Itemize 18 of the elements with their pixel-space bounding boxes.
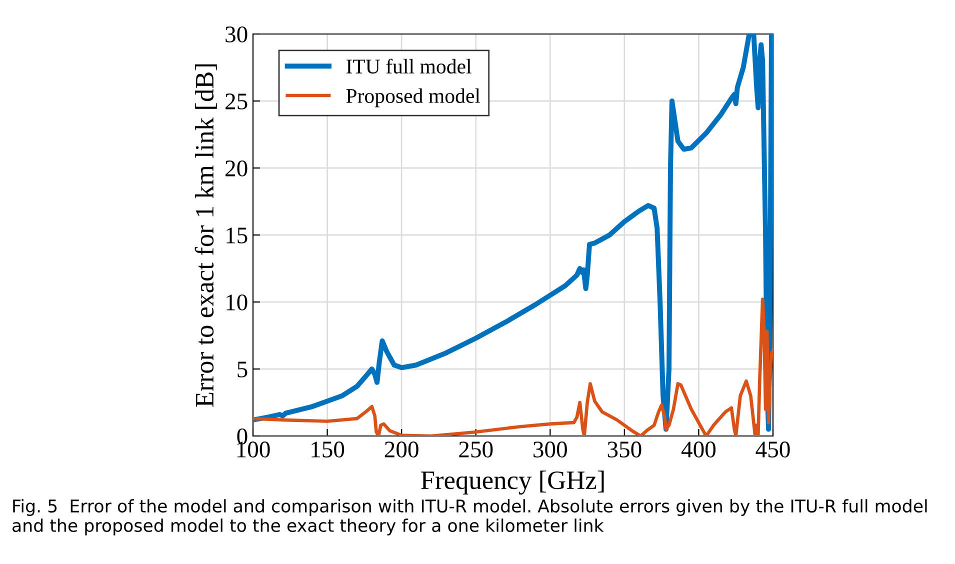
- x-tick-label: 150: [312, 442, 344, 458]
- y-tick-label: 30: [226, 26, 248, 42]
- y-tick-label: 15: [226, 228, 248, 244]
- x-tick-label: 250: [459, 442, 493, 458]
- x-tick-label: 300: [534, 442, 567, 458]
- x-axis-title: Frequency [GHz]: [421, 470, 604, 495]
- legend-label: ITU full model: [346, 58, 472, 74]
- y-tick-label: 10: [226, 294, 248, 310]
- x-tick-label: 450: [756, 442, 790, 458]
- y-tick-label: 5: [238, 362, 248, 378]
- x-tick-label: 400: [681, 442, 716, 458]
- y-tick-label: 25: [226, 94, 248, 110]
- legend-label: Proposed model: [346, 88, 480, 108]
- x-tick-label: 200: [384, 442, 418, 458]
- x-tick-label: 350: [608, 442, 642, 458]
- caption: Fig. 5 Error of the model and comparison with ITU-R model. Absolute errors given by the ITU-R full model and the proposed model to the exact theory for a one kilometer link: [12, 499, 927, 536]
- y-tick-label: 20: [226, 160, 248, 176]
- y-axis-title: Error to exact for 1 km link [dB]: [194, 64, 217, 407]
